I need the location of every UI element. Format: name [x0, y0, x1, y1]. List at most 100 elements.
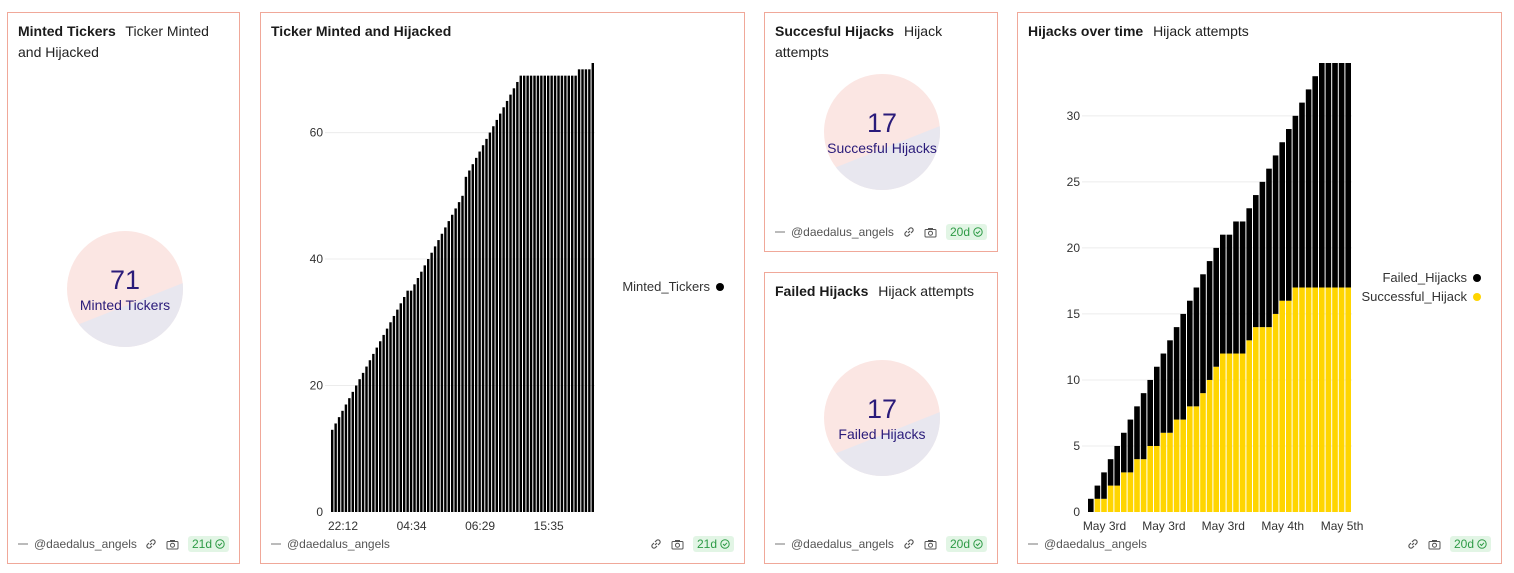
counter-background — [824, 74, 940, 190]
camera-icon[interactable] — [1428, 537, 1442, 551]
camera-icon[interactable] — [924, 537, 938, 551]
bar-successful — [1167, 432, 1173, 512]
check-circle-icon — [1477, 539, 1487, 549]
counter-label: Failed Hijacks — [838, 426, 926, 442]
bar-successful — [1187, 406, 1193, 512]
bar-failed — [1233, 221, 1239, 354]
author-dash — [775, 543, 785, 545]
bar-failed — [1180, 313, 1186, 420]
bar-failed — [1094, 485, 1101, 499]
bar — [471, 164, 474, 512]
bar-failed — [1319, 63, 1325, 288]
bar — [423, 265, 426, 512]
bar — [485, 138, 488, 512]
chart-legend-failed: Failed_Hijacks — [1382, 270, 1481, 285]
panel-subtitle: Hijack attempts — [878, 283, 974, 299]
bar — [512, 88, 516, 513]
bar — [488, 132, 492, 512]
link-icon[interactable] — [144, 537, 158, 551]
bar — [348, 398, 351, 512]
author-name[interactable]: @daedalus_angels — [287, 537, 390, 551]
bar — [526, 75, 529, 513]
author[interactable]: @daedalus_angels — [775, 225, 894, 239]
link-icon[interactable] — [902, 537, 916, 551]
author[interactable]: @daedalus_angels — [1028, 537, 1147, 551]
bar-failed — [1213, 247, 1219, 367]
bar — [355, 385, 358, 512]
legend-dot — [1473, 292, 1481, 301]
bar — [389, 322, 392, 512]
bar — [375, 347, 378, 512]
bar-failed — [1253, 195, 1259, 328]
bar — [331, 429, 334, 512]
author-name[interactable]: @daedalus_angels — [791, 537, 894, 551]
freshness-badge[interactable]: 20d — [1449, 536, 1491, 552]
bar-failed — [1266, 168, 1272, 328]
panel-title-main: Failed Hijacks — [775, 283, 869, 299]
check-circle-icon — [973, 539, 983, 549]
x-tick-label: 15:35 — [534, 519, 564, 533]
camera-icon[interactable] — [924, 225, 938, 239]
bar-successful — [1127, 472, 1134, 512]
y-tick-label: 40 — [310, 252, 324, 266]
bar — [464, 176, 468, 512]
bar-failed — [1187, 300, 1193, 407]
link-icon[interactable] — [1406, 537, 1420, 551]
y-tick-label: 15 — [1067, 307, 1081, 321]
bar — [560, 75, 564, 513]
bar — [478, 151, 481, 513]
author[interactable]: @daedalus_angels — [18, 537, 137, 551]
bar — [529, 75, 533, 513]
freshness-badge[interactable]: 20d — [945, 536, 987, 552]
bar-successful — [1193, 406, 1200, 512]
freshness-badge[interactable]: 21d — [187, 536, 229, 552]
x-tick-label: May 3rd — [1142, 519, 1185, 533]
bar-failed — [1220, 234, 1226, 354]
bar-failed — [1299, 102, 1305, 288]
bar — [430, 252, 433, 512]
bar-failed — [1312, 76, 1318, 288]
panel-footer: @daedalus_angels 20d — [1028, 536, 1491, 553]
author[interactable]: @daedalus_angels — [271, 537, 390, 551]
freshness-badge[interactable]: 21d — [692, 536, 734, 552]
link-icon[interactable] — [902, 225, 916, 239]
bar — [581, 69, 584, 512]
bar-failed — [1305, 89, 1312, 288]
bar-successful — [1292, 287, 1299, 512]
bar-failed — [1147, 379, 1153, 446]
bar — [396, 309, 399, 512]
counter-value: 71 — [109, 265, 141, 295]
y-tick-label: 0 — [1073, 505, 1080, 519]
minted-tickers-panel: Minted Tickers Ticker Minted and Hijacke… — [7, 12, 240, 564]
bar-failed — [1160, 353, 1167, 433]
age-text: 20d — [949, 225, 970, 239]
bar — [437, 240, 440, 512]
bar-successful — [1173, 419, 1180, 512]
author-name[interactable]: @daedalus_angels — [791, 225, 894, 239]
camera-icon[interactable] — [671, 537, 685, 551]
bar-failed — [1325, 63, 1332, 288]
author-name[interactable]: @daedalus_angels — [1044, 537, 1147, 551]
bar — [440, 233, 444, 512]
bar — [543, 75, 546, 513]
bar — [509, 94, 512, 513]
x-tick-label: May 3rd — [1202, 519, 1245, 533]
bar — [451, 214, 454, 512]
bar-successful — [1253, 327, 1259, 512]
author-name[interactable]: @daedalus_angels — [34, 537, 137, 551]
link-icon[interactable] — [649, 537, 663, 551]
bar-failed — [1286, 129, 1292, 301]
bar — [574, 75, 577, 513]
y-tick-label: 20 — [1067, 241, 1081, 255]
ticker-minted-chart-panel: Ticker Minted and Hijacked 0 20 40 60 22:12 0… — [260, 12, 745, 564]
bar — [505, 100, 509, 512]
legend-dot — [716, 282, 724, 291]
bar-successful — [1206, 379, 1213, 512]
bar — [553, 75, 557, 513]
freshness-badge[interactable]: 20d — [945, 224, 987, 240]
bar-successful — [1154, 445, 1160, 512]
check-circle-icon — [215, 539, 225, 549]
camera-icon[interactable] — [166, 537, 180, 551]
author[interactable]: @daedalus_angels — [775, 537, 894, 551]
age-text: 21d — [191, 537, 212, 551]
